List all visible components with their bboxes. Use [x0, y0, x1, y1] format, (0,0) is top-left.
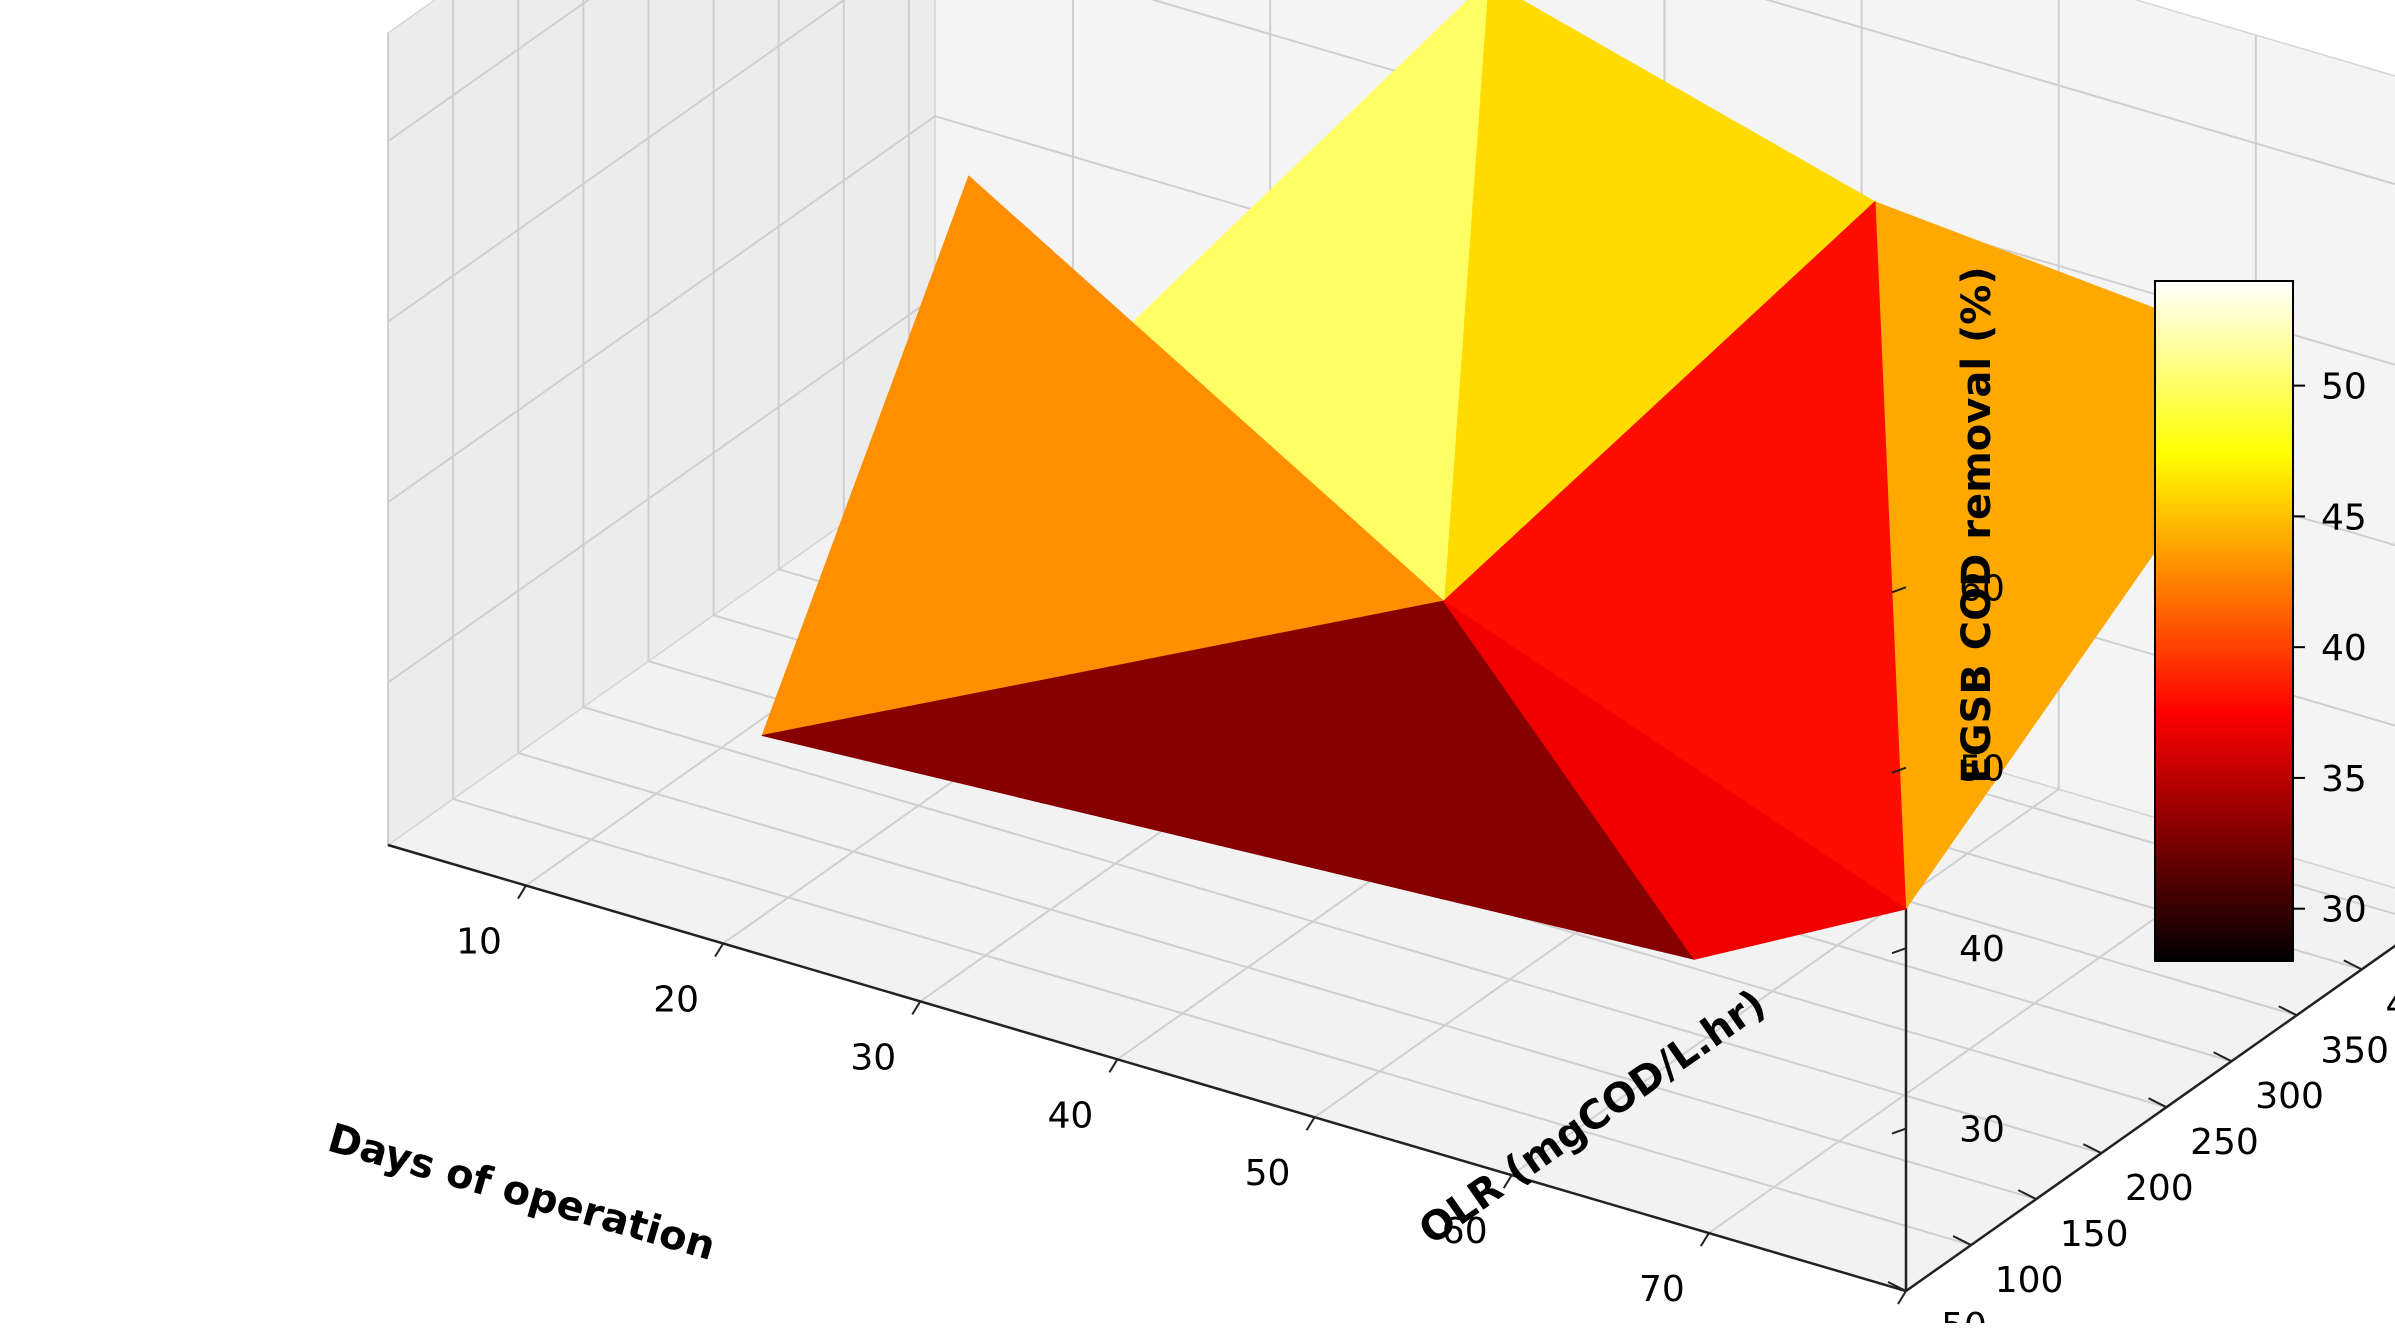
y-tick-mark	[1952, 1235, 1972, 1246]
x-axis-title: Days of operation	[323, 1115, 721, 1270]
x-tick-mark	[517, 885, 527, 900]
x-axis-line	[387, 843, 1907, 1293]
colorbar-tick-label: 30	[2321, 890, 2367, 931]
x-tick-label: 50	[1245, 1153, 1291, 1194]
x-tick-label: 10	[456, 922, 502, 963]
y-tick-label: 150	[2060, 1214, 2129, 1255]
x-tick-mark	[1305, 1116, 1316, 1131]
x-tick-mark	[1700, 1232, 1710, 1247]
z-tick-mark	[1891, 947, 1907, 955]
y-tick-mark	[2278, 1005, 2298, 1017]
y-tick-mark	[2017, 1189, 2037, 1200]
z-tick-label: 30	[1959, 1110, 2005, 1151]
x-tick-label: 60	[1442, 1211, 1488, 1252]
z-tick-mark	[1891, 1127, 1907, 1135]
surface-face	[1443, 600, 1907, 960]
x-tick-mark	[1502, 1174, 1513, 1189]
y-tick-label: 350	[2320, 1030, 2389, 1071]
z-tick-mark	[1891, 586, 1907, 594]
x-tick-label: 30	[850, 1037, 896, 1078]
x-tick-mark	[911, 1000, 922, 1015]
z-axis-title: EGSB COD removal (%)	[1954, 266, 2000, 783]
y-tick-mark	[1887, 1281, 1907, 1292]
y-tick-mark	[2213, 1051, 2233, 1063]
y-tick-label: 100	[1995, 1260, 2064, 1301]
tick-labels: 1020304050607080501001502002503003504004…	[456, 568, 2395, 1328]
grid-line	[387, 115, 936, 503]
colorbar-ticks: 30 35 40 45 50	[2293, 367, 2367, 931]
x-tick-label: 20	[653, 979, 699, 1020]
grid-line	[387, 0, 846, 323]
grid-line	[452, 798, 1972, 1247]
y-tick-label: 200	[2125, 1168, 2194, 1209]
z-tick-label: 40	[1959, 929, 2005, 970]
colorbar: 30 35 40 45 50	[2154, 280, 2367, 962]
z-tick-mark	[1891, 766, 1907, 774]
colorbar-tick-label: 45	[2321, 497, 2367, 538]
y-tick-label: 300	[2255, 1076, 2324, 1117]
y-tick-mark	[2082, 1143, 2102, 1155]
colorbar-tick-label: 50	[2321, 367, 2367, 408]
z-tick-label: 60	[1959, 568, 2005, 609]
x-tick-mark	[1897, 1290, 1907, 1305]
x-tick-label: 70	[1639, 1269, 1685, 1310]
z-tick-label: 50	[1959, 749, 2005, 790]
colorbar-body	[2154, 280, 2294, 962]
x-tick-mark	[714, 942, 724, 957]
grid-line	[1764, 0, 2395, 186]
y-tick-label: 400	[2385, 984, 2395, 1025]
grid-line	[387, 0, 590, 143]
x-tick-mark	[1108, 1058, 1119, 1073]
grid-line	[387, 295, 936, 684]
colorbar-tick-label: 40	[2321, 628, 2367, 669]
colorbar-tick-label: 35	[2321, 759, 2367, 800]
x-tick-label: 40	[1048, 1095, 1094, 1136]
y-tick-label: 250	[2190, 1122, 2259, 1163]
y-tick-label: 50	[1941, 1306, 1987, 1323]
y-tick-mark	[2343, 959, 2363, 971]
grid-line	[517, 752, 2037, 1201]
grid-line	[583, 706, 2102, 1155]
y-tick-mark	[2148, 1097, 2167, 1109]
